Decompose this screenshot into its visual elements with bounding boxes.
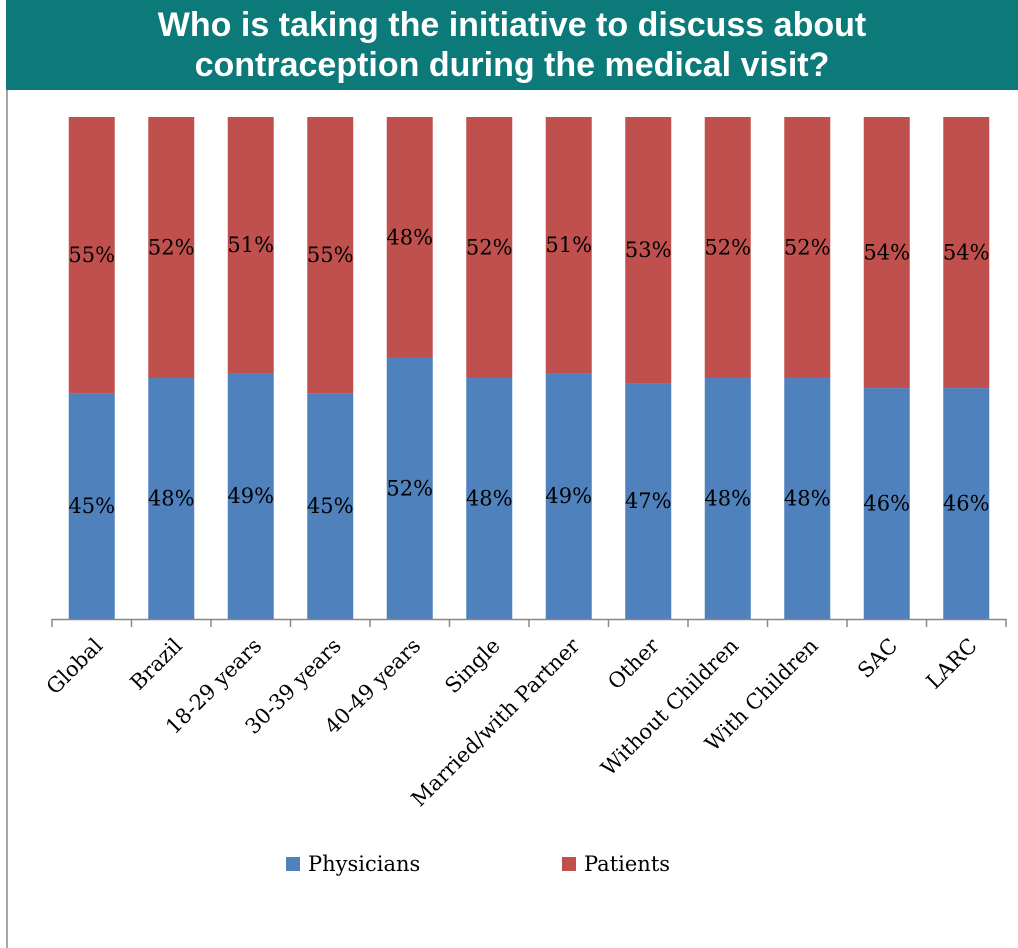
legend-label-physicians: Physicians (308, 852, 421, 876)
legend-label-patients: Patients (584, 852, 671, 876)
bar-physicians-10 (863, 388, 910, 619)
legend-swatch-physicians (286, 857, 300, 871)
bar-physicians-4 (386, 357, 433, 619)
data-label-patients-10: 54% (863, 241, 910, 265)
data-label-patients-9: 52% (784, 236, 831, 260)
data-label-patients-6: 51% (545, 233, 592, 257)
bar-patients-6 (545, 117, 592, 374)
data-label-physicians-11: 46% (943, 492, 990, 516)
data-label-physicians-7: 47% (625, 489, 672, 513)
data-label-patients-8: 52% (704, 236, 751, 260)
bar-physicians-0 (68, 393, 115, 619)
bar-patients-4 (386, 117, 433, 358)
category-label-6: Married/with Partner (407, 633, 585, 811)
bar-physicians-3 (307, 393, 354, 619)
bar-patients-5 (466, 117, 513, 379)
category-label-5: Single (440, 634, 505, 699)
data-label-physicians-8: 48% (704, 487, 751, 511)
chart-title-line-1: Who is taking the initiative to discuss … (157, 6, 867, 44)
data-label-patients-3: 55% (307, 243, 354, 267)
bar-physicians-1 (148, 378, 195, 619)
category-label-8: Without Children (596, 634, 743, 781)
legend-item-patients: Patients (562, 852, 670, 876)
bar-patients-11 (943, 117, 990, 389)
legend-swatch-patients (562, 857, 576, 871)
data-label-physicians-6: 49% (545, 484, 592, 508)
data-label-patients-2: 51% (227, 233, 274, 257)
data-label-physicians-1: 48% (148, 487, 195, 511)
data-label-physicians-9: 48% (784, 487, 831, 511)
bar-patients-10 (863, 117, 910, 389)
bar-physicians-11 (943, 388, 990, 619)
data-label-patients-1: 52% (148, 236, 195, 260)
frame-left-border (6, 90, 8, 948)
category-label-0: Global (42, 633, 108, 699)
data-label-patients-4: 48% (386, 225, 433, 249)
data-label-patients-11: 54% (943, 241, 990, 265)
data-label-patients-5: 52% (466, 236, 513, 260)
bar-physicians-5 (466, 378, 513, 619)
category-label-10: SAC (853, 634, 902, 683)
bar-patients-3 (307, 117, 354, 394)
bar-patients-0 (68, 117, 115, 394)
bar-patients-2 (227, 117, 274, 374)
bar-patients-7 (625, 117, 672, 384)
category-label-7: Other (603, 633, 664, 694)
bar-physicians-2 (227, 373, 274, 619)
category-label-1: Brazil (126, 633, 187, 694)
chart-title: Who is taking the initiative to discuss … (6, 0, 1018, 90)
data-label-physicians-4: 52% (386, 476, 433, 500)
bar-physicians-9 (784, 378, 831, 619)
data-label-patients-0: 55% (68, 243, 115, 267)
bar-physicians-7 (625, 383, 672, 619)
bar-patients-9 (784, 117, 831, 379)
legend-item-physicians: Physicians (286, 852, 420, 876)
data-label-physicians-0: 45% (68, 494, 115, 518)
data-label-physicians-2: 49% (227, 484, 274, 508)
data-label-physicians-5: 48% (466, 487, 513, 511)
category-label-11: LARC (922, 634, 982, 694)
bar-patients-8 (704, 117, 751, 379)
chart-title-line-2: contraception during the medical visit? (194, 46, 830, 84)
bar-patients-1 (148, 117, 195, 379)
bar-physicians-8 (704, 378, 751, 619)
data-label-physicians-3: 45% (307, 494, 354, 518)
data-label-patients-7: 53% (625, 238, 672, 262)
data-label-physicians-10: 46% (863, 492, 910, 516)
bar-physicians-6 (545, 373, 592, 619)
